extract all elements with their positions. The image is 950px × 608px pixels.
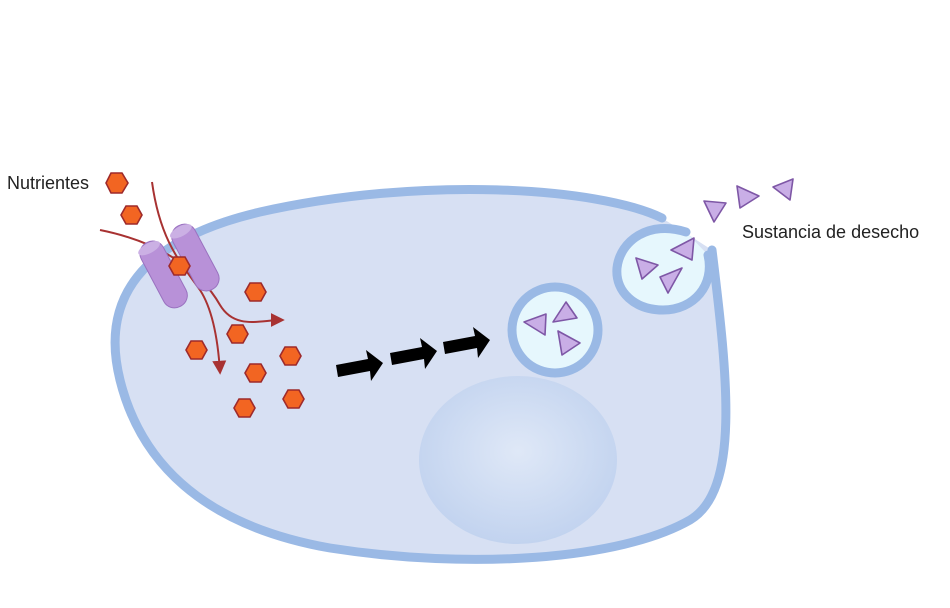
nutrient-hexagon	[168, 256, 191, 276]
waste-triangle	[557, 330, 581, 356]
nutrient-hexagon	[233, 398, 256, 418]
flow-arrow	[99, 229, 285, 328]
vesicle-waste	[523, 301, 581, 356]
nutrient-hexagon	[279, 346, 302, 366]
waste-triangle	[635, 257, 659, 280]
waste-triangle	[523, 313, 547, 336]
nutrient-hexagon	[244, 363, 267, 383]
nutrient-particles	[105, 172, 305, 418]
waste-triangle	[703, 200, 727, 223]
flow-arrow	[151, 181, 227, 375]
process-arrows	[336, 327, 490, 381]
nucleus	[419, 376, 617, 544]
released-waste	[635, 178, 794, 294]
waste-triangle	[552, 301, 578, 323]
process-arrow	[336, 350, 383, 381]
nutrient-hexagon	[226, 324, 249, 344]
waste-triangle	[670, 237, 695, 261]
waste-triangle	[736, 185, 760, 209]
process-arrow	[390, 338, 437, 369]
nutrient-hexagon	[282, 389, 305, 409]
nutrient-hexagon	[105, 172, 129, 194]
vesicle	[507, 282, 603, 378]
waste-triangle	[659, 267, 683, 294]
waste-triangle	[772, 178, 794, 201]
nutrients-label: Nutrientes	[7, 173, 90, 193]
waste-label: Sustancia de desecho	[742, 222, 920, 242]
nutrient-hexagon	[185, 340, 208, 360]
nutrient-hexagon	[244, 282, 267, 302]
channel-protein	[138, 223, 220, 309]
nutrient-hexagon	[120, 205, 143, 225]
process-arrow	[443, 327, 490, 358]
